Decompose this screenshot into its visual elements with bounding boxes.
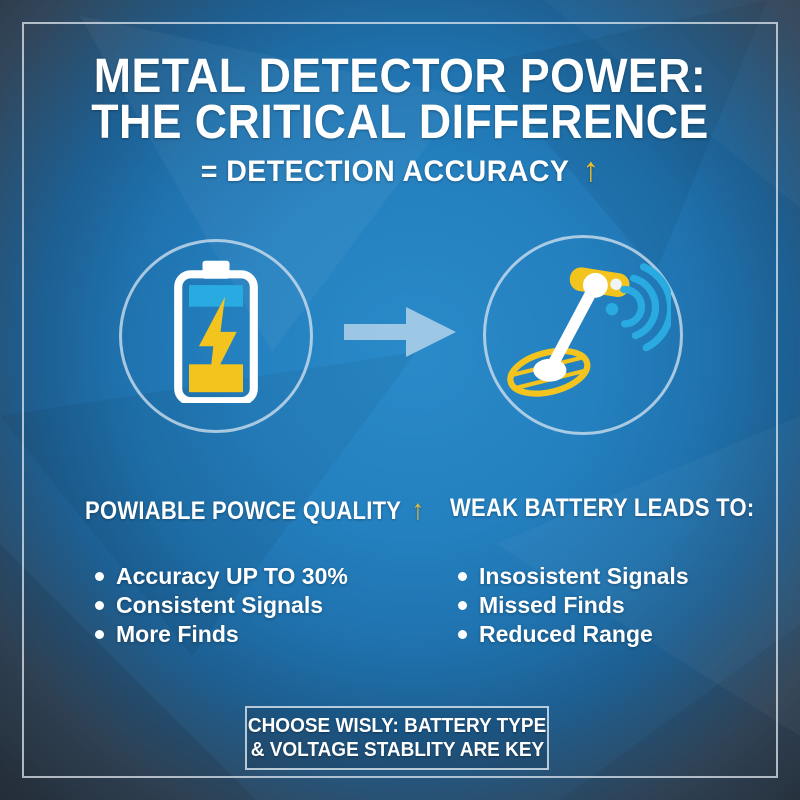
benefits-list: Accuracy UP TO 30% Consistent Signals Mo…: [93, 562, 348, 649]
metal-detector-icon: [507, 263, 671, 397]
list-item: Missed Finds: [456, 591, 689, 620]
header: METAL DETECTOR POWER: THE CRITICAL DIFFE…: [0, 50, 800, 149]
title-line-1: METAL DETECTOR POWER:: [93, 50, 707, 103]
section-heading-weak-battery: WEAK BATTERY LEADS TO:: [450, 494, 754, 523]
drawbacks-list: Insosistent Signals Missed Finds Reduced…: [456, 562, 689, 649]
list-item: Accuracy UP TO 30%: [93, 562, 348, 591]
section-heading-power-quality: POWIABLE POWCE QUALITY ↑: [85, 494, 424, 526]
callout-line-2: & VOLTAGE STABLITY ARE KEY: [250, 739, 544, 761]
list-item: Insosistent Signals: [456, 562, 689, 591]
right-arrow-icon: [344, 307, 456, 357]
up-arrow-icon: ↑: [411, 494, 425, 525]
list-item: Consistent Signals: [93, 591, 348, 620]
detector-circle: [483, 235, 683, 435]
title-line-2: THE CRITICAL DIFFERENCE: [91, 96, 709, 149]
callout-box: CHOOSE WISLY: BATTERY TYPE & VOLTAGE STA…: [245, 706, 549, 770]
subtitle-text: = DETECTION ACCURACY: [200, 155, 570, 188]
up-arrow-icon: ↑: [582, 151, 600, 189]
subtitle: = DETECTION ACCURACY ↑: [20, 151, 780, 190]
list-item: Reduced Range: [456, 620, 689, 649]
battery-circle: [119, 239, 313, 433]
callout-line-1: CHOOSE WISLY: BATTERY TYPE: [247, 715, 547, 737]
battery-icon: [174, 260, 258, 403]
heading-text: POWIABLE POWCE QUALITY: [85, 497, 402, 525]
list-item: More Finds: [93, 620, 348, 649]
heading-text: WEAK BATTERY LEADS TO:: [450, 494, 755, 522]
